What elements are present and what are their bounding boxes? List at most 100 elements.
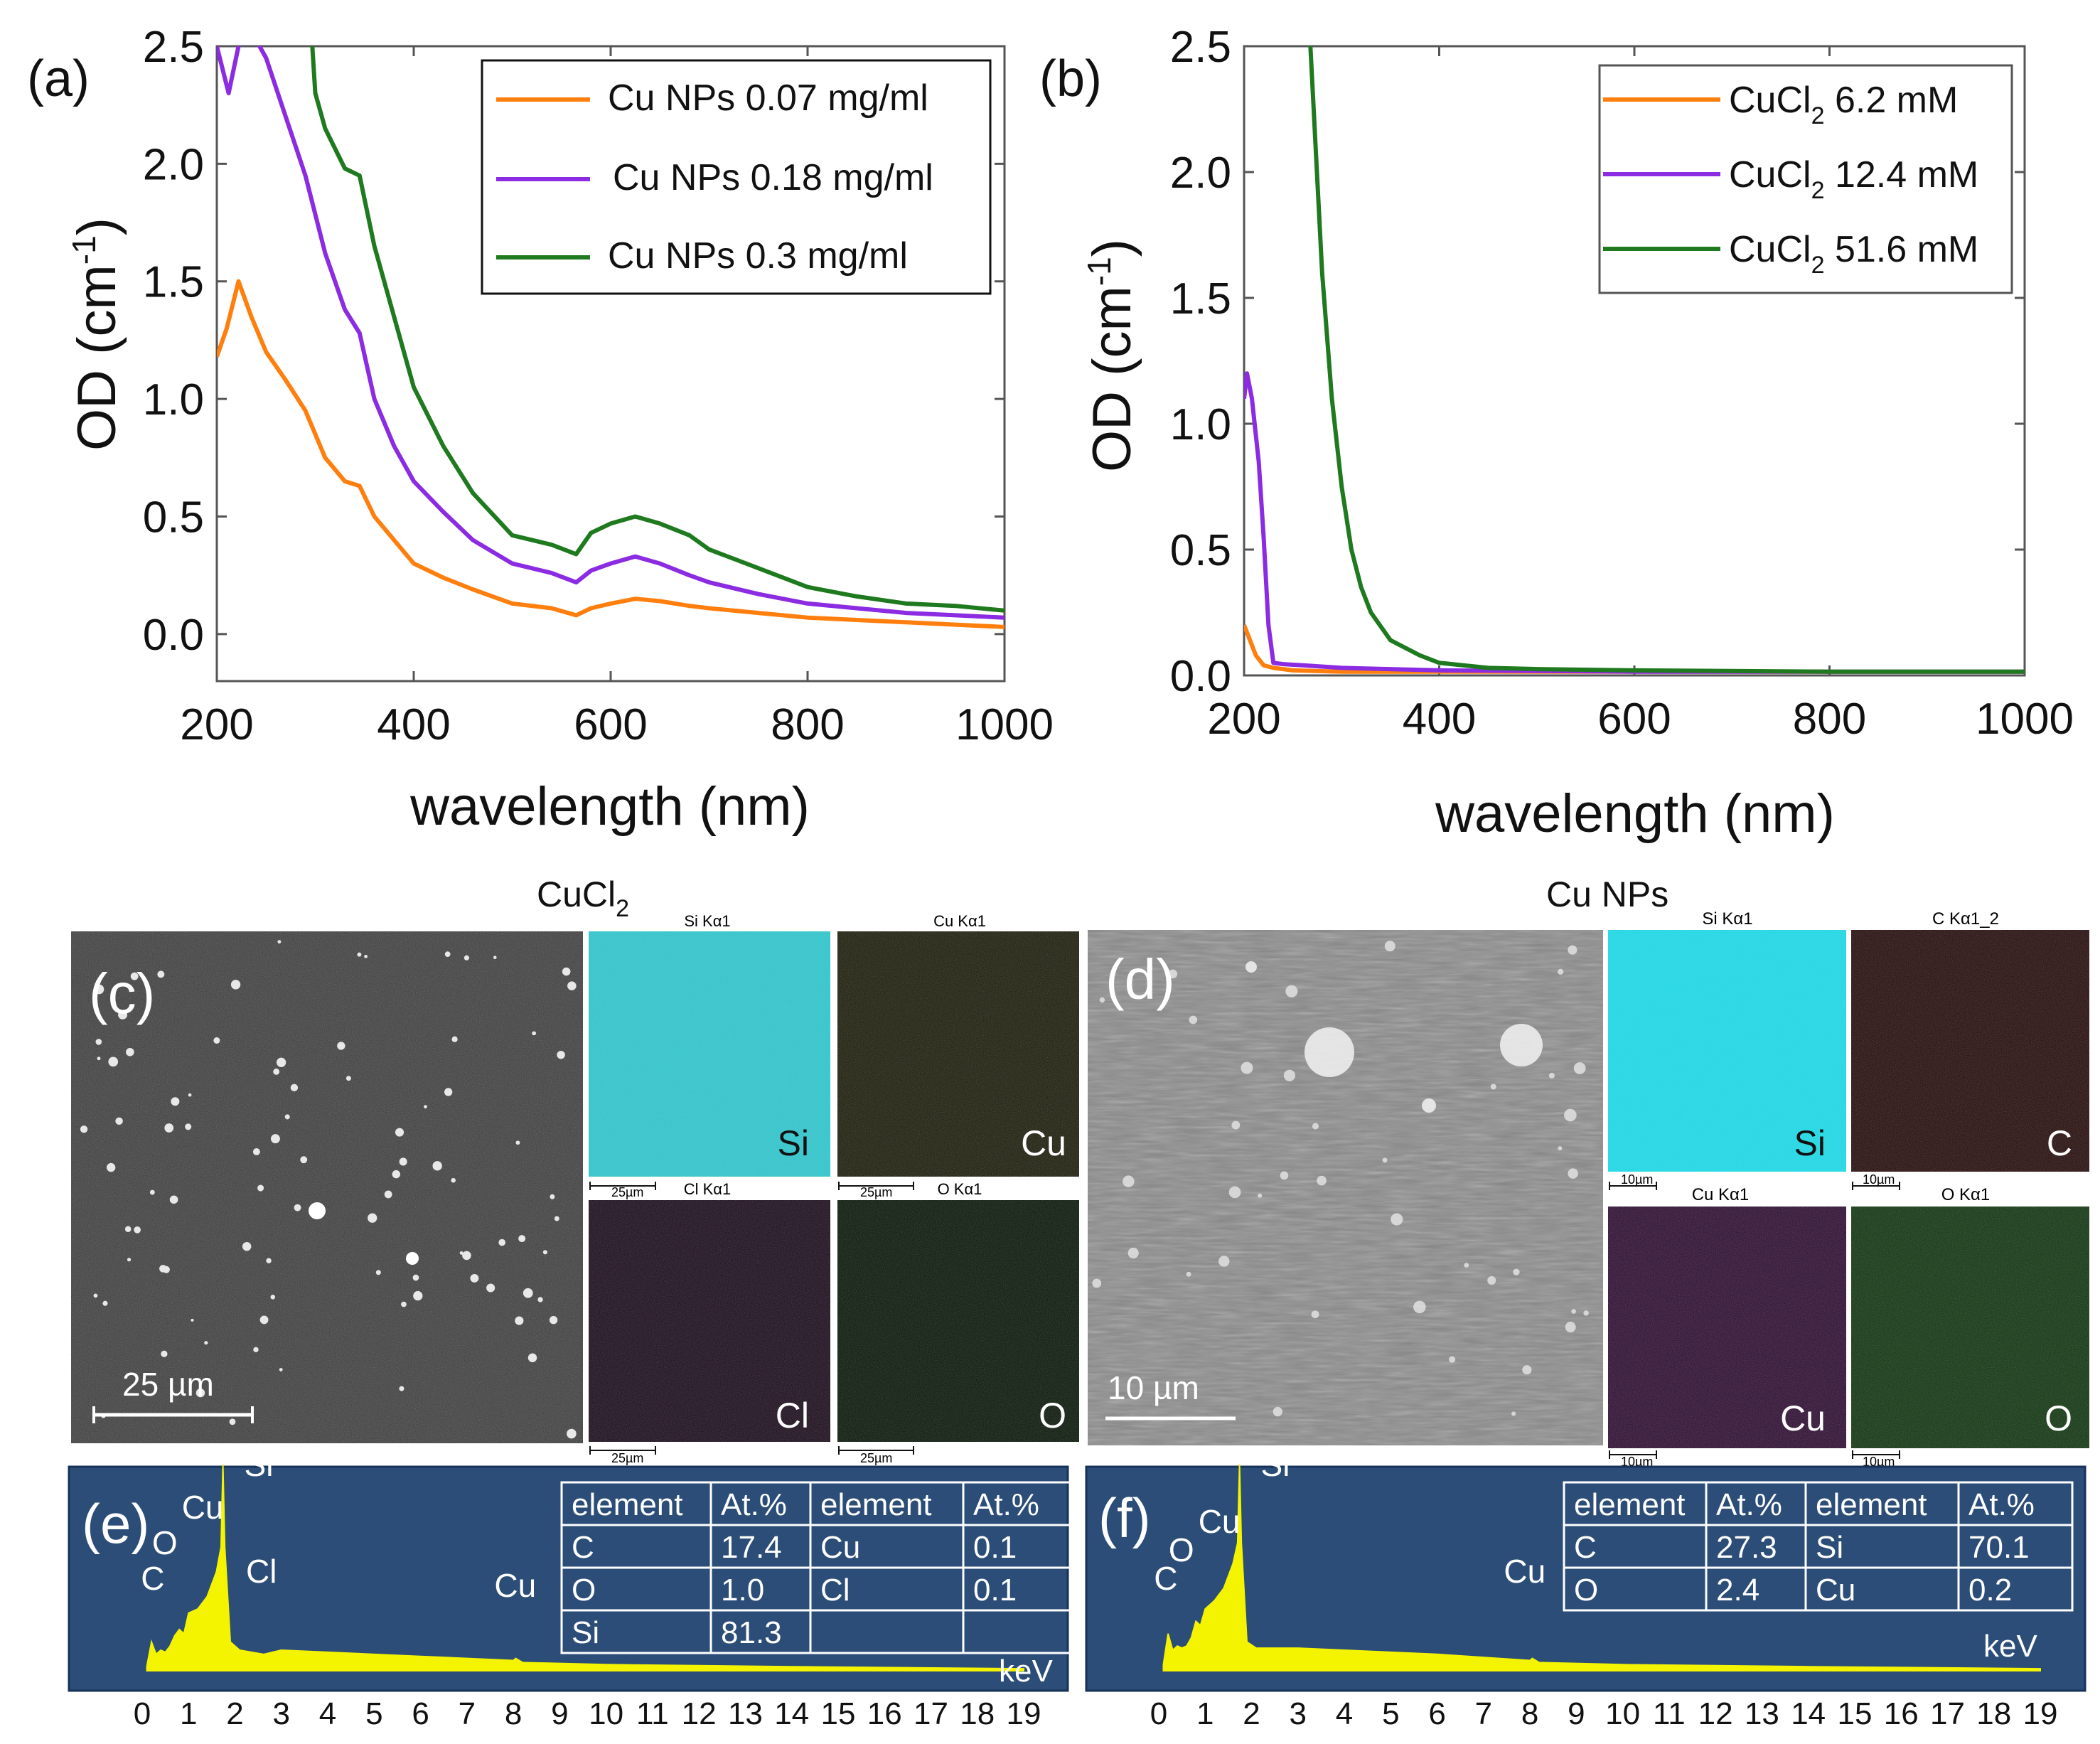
sem-particle (1311, 1310, 1319, 1319)
map-texture-d-cu (1608, 1207, 1846, 1448)
spectrum-x-tick-label: 11 (636, 1696, 669, 1731)
spectrum-x-tick-label: 3 (273, 1696, 290, 1731)
sem-particle (266, 1258, 272, 1263)
edx-table-cell: O (572, 1573, 596, 1607)
y-axis-ticks-b: 0.0 0.5 1.0 1.5 2.0 2.5 (1170, 23, 2025, 701)
panel-label-f: (f) (1098, 1487, 1151, 1549)
map-texture-c-cu (837, 931, 1079, 1177)
sem-image-c-texture (71, 931, 583, 1443)
sem-particle (124, 1226, 132, 1233)
sem-particle (252, 1147, 260, 1155)
sem-particles-d (1092, 941, 1589, 1417)
edx-table-header: At.% (1968, 1487, 2035, 1522)
sem-particle (1565, 1321, 1576, 1333)
map-element-d-si: Si (1794, 1123, 1826, 1163)
edx-table-header: element (820, 1487, 932, 1522)
sem-particle (213, 1037, 220, 1044)
series-line-1 (1244, 371, 2025, 674)
series-line-0 (1244, 624, 2025, 674)
spectrum-x-tick-label: 13 (1745, 1696, 1779, 1731)
spectrum-x-tick-label: 19 (1007, 1696, 1041, 1731)
sem-particle (1092, 1278, 1102, 1288)
sem-particle (549, 1316, 558, 1325)
sem-particle (1273, 1406, 1282, 1417)
sem-particle (527, 1353, 537, 1363)
sem-particle (115, 1117, 123, 1125)
sem-particle (1490, 1084, 1496, 1090)
sem-particle (532, 1031, 537, 1036)
y-tick-label: 2.0 (143, 140, 204, 189)
y-tick-label: 2.5 (143, 23, 204, 72)
sem-particle (554, 1216, 559, 1221)
x-tick-label: 600 (1597, 695, 1671, 744)
map-texture-d-o (1851, 1207, 2089, 1448)
peak-label: C (1154, 1560, 1177, 1597)
chart-panel-b: (b) 0.00.51.01.52.02.5 200 400 600 800 1000 … (1039, 23, 2074, 844)
spectrum-area-f (1162, 1464, 2041, 1671)
spectrum-x-ticks-e: 0 1 2 3 4 5 6 7 8 9 10 11 12 13 14 15 16 17 18 19 (134, 1696, 1041, 1731)
spectrum-x-tick-label: 4 (319, 1696, 336, 1731)
edx-map-c-si: Si Kα1 Si 25µm (589, 912, 830, 1199)
spectrum-x-tick-label: 16 (867, 1696, 902, 1731)
map-title-c-si: Si Kα1 (684, 912, 730, 930)
sem-particle (444, 1088, 453, 1096)
spectrum-x-tick-label: 19 (2023, 1696, 2058, 1731)
y-tick-label: 1.0 (1170, 400, 1231, 449)
sem-particle (515, 1140, 520, 1145)
x-axis-ticks-b: 200 400 600 800 1000 (1207, 46, 2074, 744)
sem-particle (130, 972, 139, 980)
sem-particle (1583, 1310, 1589, 1316)
sem-particle (1168, 969, 1178, 979)
sem-particle (345, 1076, 351, 1081)
spectrum-x-tick-label: 2 (226, 1696, 243, 1731)
spectrum-x-tick-label: 2 (1243, 1696, 1260, 1731)
map-scale-c-o (838, 1446, 914, 1455)
edx-table-cell: C (1574, 1530, 1597, 1565)
spectrum-x-tick-label: 17 (914, 1696, 948, 1731)
sem-particle (102, 1300, 108, 1306)
spectrum-x-tick-label: 5 (365, 1696, 382, 1731)
sem-particle (279, 1368, 283, 1371)
map-scale-c-cu (838, 1182, 914, 1190)
map-scale-d-si (1609, 1182, 1657, 1190)
spectrum-x-tick-label: 6 (1428, 1696, 1445, 1731)
sem-particle (1548, 1072, 1555, 1079)
map-title-c-cl: Cl Kα1 (684, 1180, 732, 1198)
spectrum-x-tick-label: 16 (1884, 1696, 1919, 1731)
y-tick-label: 1.0 (143, 375, 204, 424)
spectrum-x-tick-label: 5 (1382, 1696, 1399, 1731)
map-scale-label-d-o: 10µm (1863, 1455, 1895, 1469)
sem-particle (149, 1189, 155, 1195)
y-tick-label: 1.5 (1170, 274, 1231, 323)
map-scale-d-cu (1609, 1450, 1657, 1459)
peak-label: Si (245, 1446, 274, 1483)
sem-particle (108, 1056, 119, 1067)
map-element-c-cu: Cu (1021, 1123, 1066, 1163)
edx-table-cell: 1.0 (721, 1573, 764, 1607)
map-scale-label-c-cl: 25µm (611, 1451, 643, 1465)
legend-label-b-2: CuCl2 51.6 mM (1729, 229, 1978, 279)
legend-label-a-0: Cu NPs 0.07 mg/ml (608, 77, 928, 119)
sem-particle (1422, 1098, 1436, 1113)
spectrum-x-tick-label: 14 (1791, 1696, 1826, 1731)
spectrum-x-tick-label: 7 (1475, 1696, 1492, 1731)
sem-particle (1391, 1213, 1403, 1226)
spectrum-x-tick-label: 12 (1698, 1696, 1733, 1731)
sem-particle (230, 980, 241, 990)
edx-table-cell: 27.3 (1716, 1530, 1777, 1565)
sem-particle (399, 1386, 405, 1391)
sem-particle (357, 952, 362, 957)
peak-label: Cu (1504, 1553, 1545, 1590)
spectrum-x-tick-label: 8 (505, 1696, 522, 1731)
x-tick-label: 800 (1793, 695, 1866, 744)
y-axis-label-b: OD (cm-1) (1081, 239, 1142, 472)
sem-particle (395, 1128, 405, 1137)
sem-particle (1280, 1171, 1289, 1180)
map-scale-d-o (1852, 1450, 1900, 1459)
sem-particle (1573, 1062, 1586, 1074)
y-axis-ticks-a: 0.0 0.5 1.0 1.5 2.0 2.5 (143, 23, 1005, 660)
sem-particle (375, 1270, 381, 1275)
sem-particle (204, 1341, 208, 1345)
spectrum-x-tick-label: 18 (1976, 1696, 2011, 1731)
scale-bar-label-d: 10 µm (1108, 1369, 1199, 1406)
